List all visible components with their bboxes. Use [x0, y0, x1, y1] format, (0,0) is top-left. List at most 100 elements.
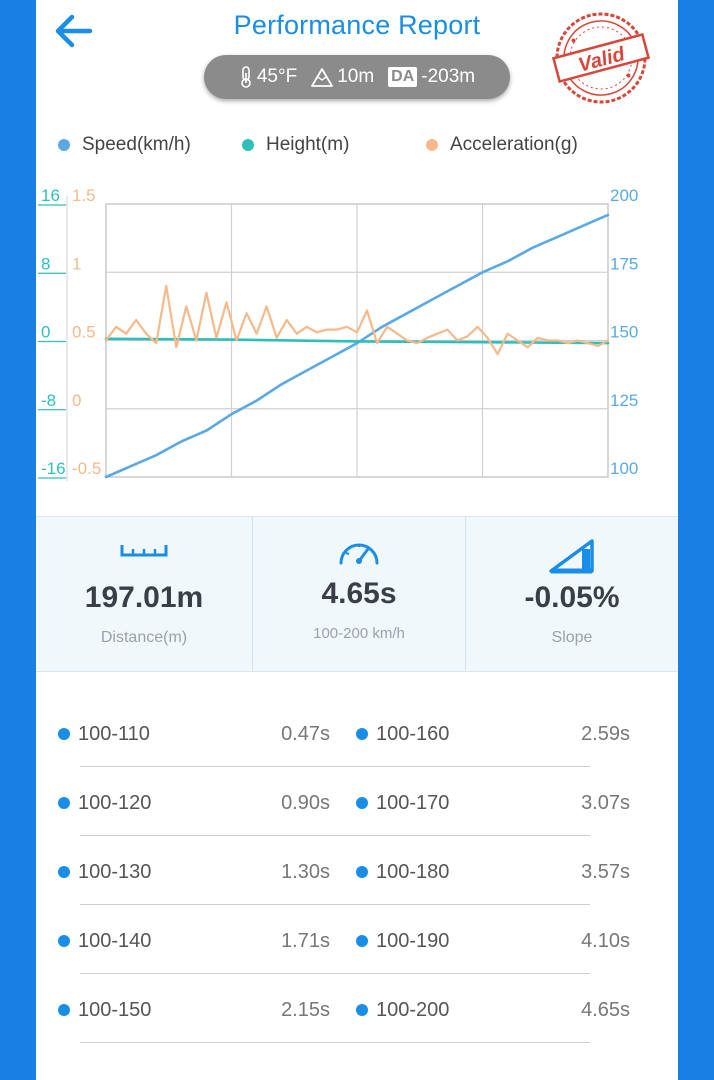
split-time: 3.57s	[581, 861, 630, 883]
split-range: 100-140	[78, 930, 152, 952]
split-range: 100-110	[78, 723, 150, 745]
page-title: Performance Report	[233, 10, 481, 40]
split-range: 100-190	[376, 930, 450, 952]
stat-distance: 197.01m Distance(m)	[36, 517, 252, 671]
row-divider	[80, 835, 590, 836]
split-time: 3.07s	[581, 792, 630, 814]
arrow-left-icon	[55, 14, 93, 48]
bullet-dot	[58, 1004, 70, 1016]
row-divider	[80, 904, 590, 905]
chart-legend: Speed(km/h) Height(m) Acceleration(g)	[36, 134, 678, 164]
split-time: 0.90s	[281, 792, 330, 814]
split-range: 100-180	[376, 861, 450, 883]
split-row: 100-190 4.10s	[356, 897, 630, 966]
bullet-dot	[356, 1004, 368, 1016]
bullet-dot	[58, 728, 70, 740]
legend-item-speed: Speed(km/h)	[58, 134, 191, 156]
row-divider	[80, 973, 590, 974]
legend-dot	[426, 139, 438, 151]
altitude-readout: 10m	[311, 66, 374, 88]
tick-label-speed: 100	[610, 459, 638, 478]
density-altitude-readout: DA -203m	[388, 66, 475, 88]
stat-label: Distance(m)	[100, 629, 188, 646]
tick-label-speed: 150	[610, 323, 638, 342]
split-time: 1.30s	[281, 861, 330, 883]
density-altitude-value: -203m	[421, 66, 476, 87]
legend-dot	[242, 139, 254, 151]
split-column-left: 100-110 0.47s 100-120 0.90s 100-130 1.30…	[58, 690, 330, 1035]
legend-label: Height(m)	[266, 134, 350, 155]
split-row: 100-140 1.71s	[58, 897, 330, 966]
legend-label: Acceleration(g)	[450, 134, 578, 155]
series-line-height	[104, 337, 610, 345]
split-row: 100-160 2.59s	[356, 690, 630, 759]
mountain-icon	[311, 68, 334, 87]
stat-value: 197.01m	[84, 581, 204, 614]
split-range: 100-160	[376, 723, 450, 745]
tick-label-acceleration: 0.5	[72, 323, 96, 342]
back-button[interactable]	[50, 8, 98, 54]
tick-label-speed: 200	[610, 186, 638, 205]
bullet-dot	[58, 935, 70, 947]
legend-item-acceleration: Acceleration(g)	[426, 134, 578, 156]
split-time: 0.47s	[281, 723, 330, 745]
split-range: 100-150	[78, 999, 152, 1021]
split-range: 100-130	[78, 861, 152, 883]
temperature-value: 45°F	[256, 66, 298, 87]
stat-divider	[465, 517, 466, 671]
row-divider	[80, 766, 590, 767]
speedometer-icon	[339, 543, 379, 565]
split-time: 1.71s	[281, 930, 330, 952]
chart-axes: 16 8 0 -8 -16 1.5 1 0.5 0 -0.5 200 175 150 125 100	[38, 186, 638, 481]
split-time: 2.15s	[281, 999, 330, 1021]
series-line-speed	[104, 213, 610, 479]
stat-value: -0.05%	[524, 581, 620, 614]
stat-divider	[252, 517, 253, 671]
split-range: 100-120	[78, 792, 152, 814]
split-time: 4.65s	[581, 999, 630, 1021]
split-row: 100-200 4.65s	[356, 966, 630, 1035]
altitude-value: 10m	[337, 66, 375, 87]
split-row: 100-150 2.15s	[58, 966, 330, 1035]
split-row: 100-180 3.57s	[356, 828, 630, 897]
legend-dot	[58, 139, 70, 151]
split-range: 100-170	[376, 792, 450, 814]
thermometer-icon	[241, 66, 251, 88]
split-row: 100-130 1.30s	[58, 828, 330, 897]
bullet-dot	[58, 797, 70, 809]
svg-text:Valid: Valid	[576, 43, 628, 77]
row-divider	[80, 1042, 590, 1043]
chart-series	[104, 213, 610, 479]
stat-value: 4.65s	[321, 577, 397, 610]
split-time: 4.10s	[581, 930, 630, 952]
bullet-dot	[58, 866, 70, 878]
stat-label: 100-200 km/h	[313, 625, 405, 642]
split-row: 100-170 3.07s	[356, 759, 630, 828]
slope-icon	[549, 539, 594, 574]
tick-label-height: 16	[41, 186, 60, 205]
tick-label-acceleration: 1	[72, 254, 81, 273]
series-line-acceleration	[104, 284, 610, 356]
valid-stamp: Valid	[546, 8, 656, 108]
tick-label-speed: 125	[610, 391, 638, 410]
app-screen: Performance Report 45°F 10m DA -203m	[36, 0, 678, 1080]
split-row: 100-120 0.90s	[58, 759, 330, 828]
split-time: 2.59s	[581, 723, 630, 745]
tick-label-height: 8	[41, 254, 50, 273]
legend-item-height: Height(m)	[242, 134, 349, 156]
da-badge: DA	[388, 67, 418, 87]
stat-slope: -0.05% Slope	[466, 517, 678, 671]
stamp-seal-icon: Valid	[551, 12, 651, 104]
stat-label: Slope	[551, 629, 593, 646]
legend-label: Speed(km/h)	[82, 134, 191, 155]
performance-chart: 16 8 0 -8 -16 1.5 1 0.5 0 -0.5 200 175 150 125 100	[36, 180, 678, 490]
stats-panel: 197.01m Distance(m) 4.65s 100-200 km/h -…	[36, 516, 678, 672]
split-row: 100-110 0.47s	[58, 690, 330, 759]
tick-label-acceleration: -0.5	[72, 459, 101, 478]
tick-label-acceleration: 1.5	[72, 186, 96, 205]
conditions-pill: 45°F 10m DA -203m	[204, 55, 510, 99]
split-column-right: 100-160 2.59s 100-170 3.07s 100-180 3.57…	[356, 690, 630, 1035]
stat-time: 4.65s 100-200 km/h	[253, 517, 465, 671]
bullet-dot	[356, 728, 368, 740]
tick-label-height: -16	[41, 459, 66, 478]
